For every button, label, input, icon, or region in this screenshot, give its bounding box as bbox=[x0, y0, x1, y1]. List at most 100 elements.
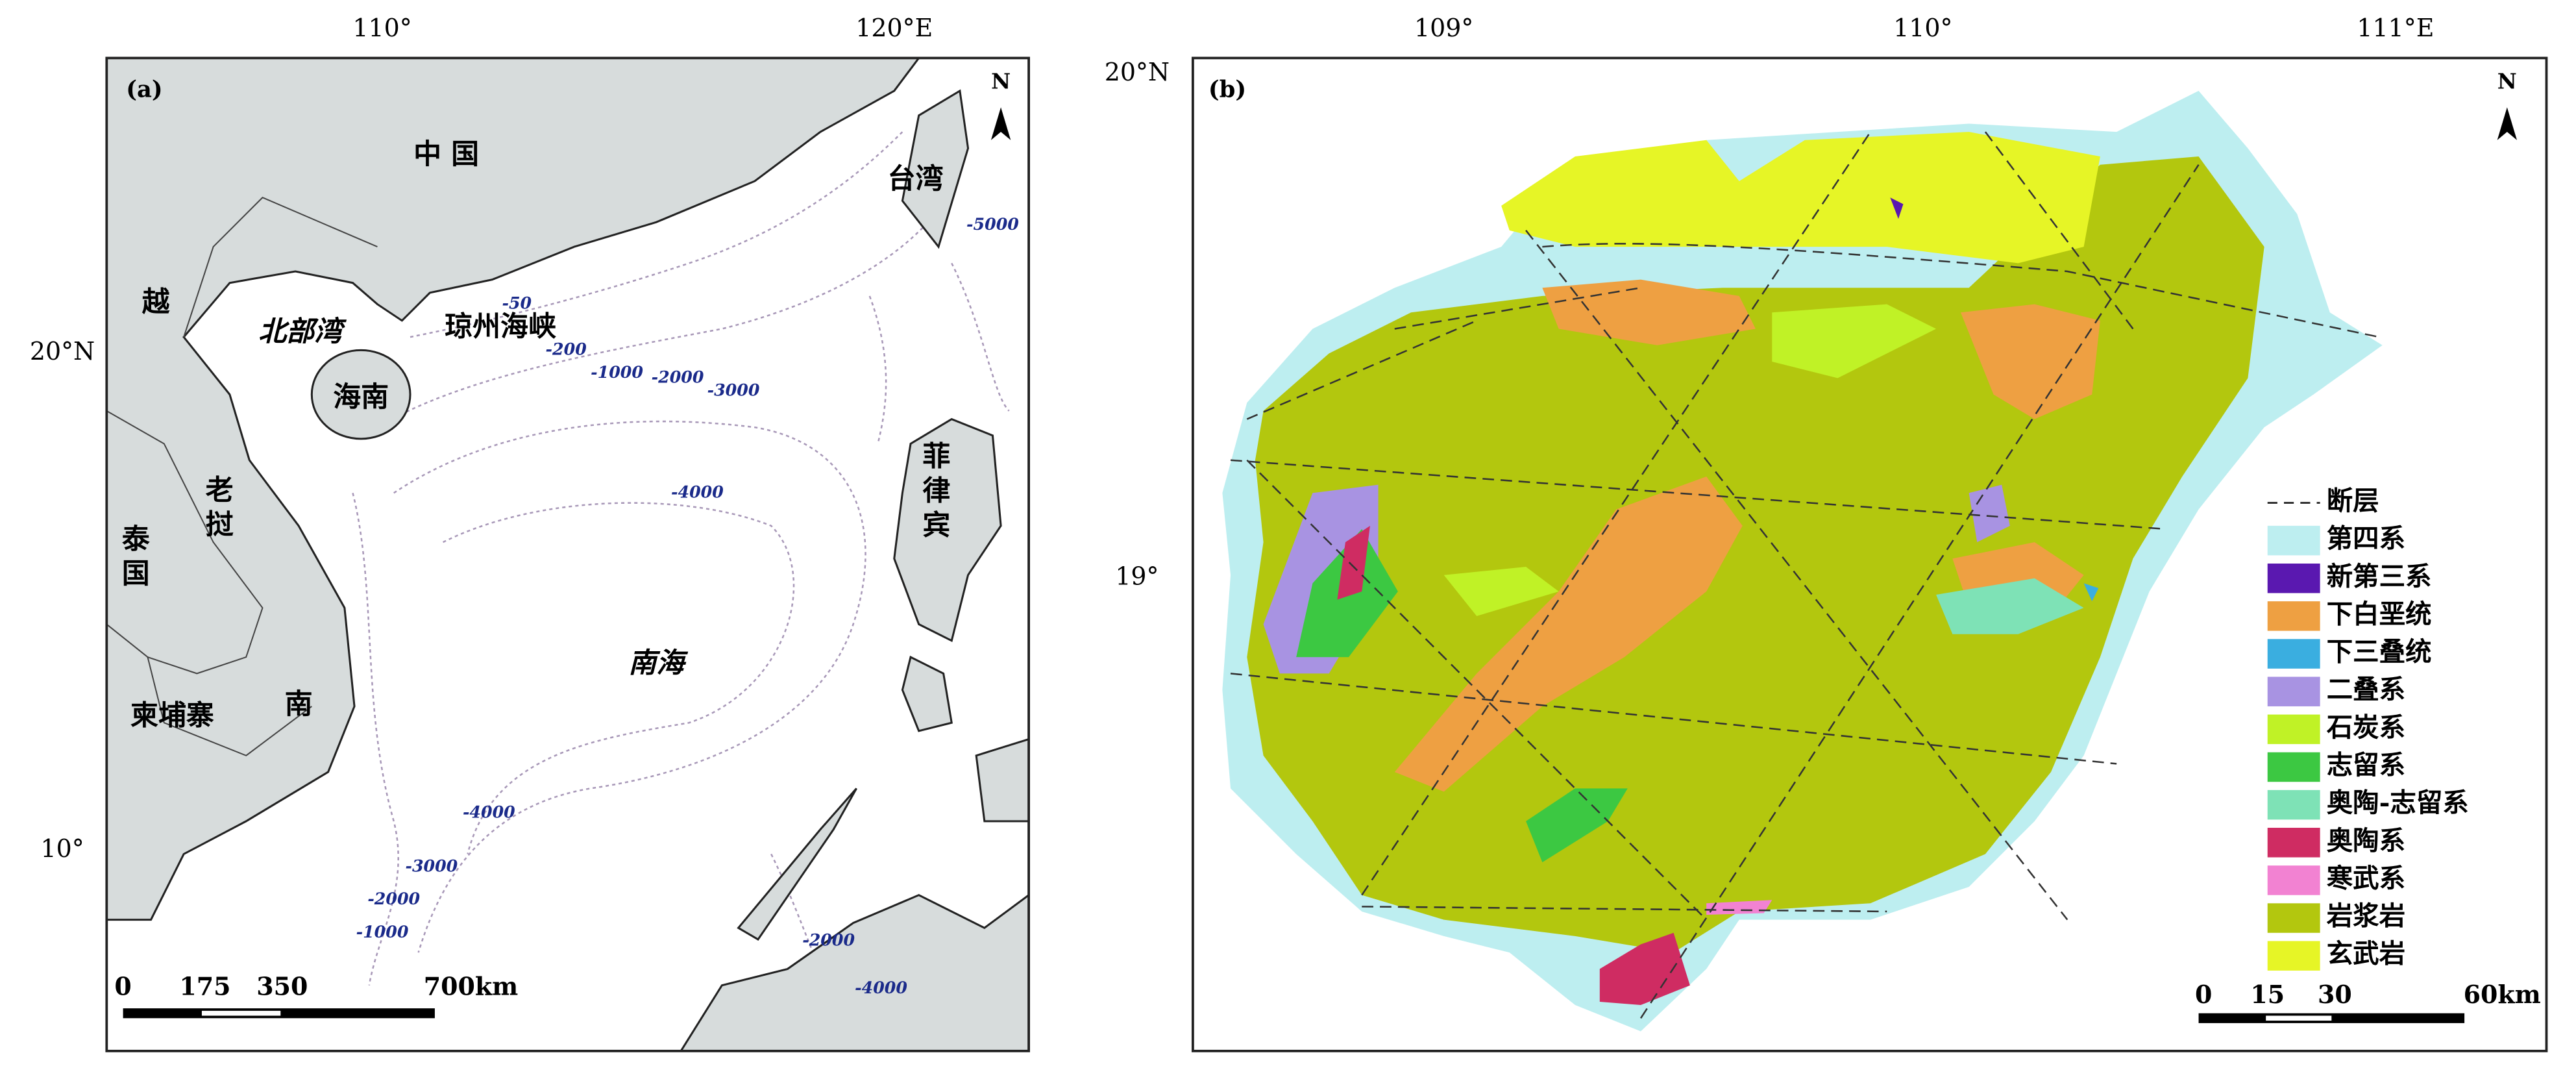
land bbox=[105, 56, 1030, 1052]
legend-swatch bbox=[2267, 941, 2320, 971]
depth-label: -2000 bbox=[802, 930, 855, 949]
place-name: 柬埔寨 bbox=[130, 700, 214, 732]
geology-unit bbox=[1443, 567, 1559, 616]
legend-swatch bbox=[2267, 677, 2320, 706]
geology-unit bbox=[2083, 583, 2099, 602]
panel-a-border bbox=[105, 56, 1030, 1052]
geology-unit bbox=[1337, 525, 1370, 600]
lon-tick-label: 111°E bbox=[2357, 14, 2434, 42]
legend-label: 新第三系 bbox=[2327, 560, 2432, 591]
scale-label: 350 bbox=[256, 971, 308, 1000]
legend-label: 志留系 bbox=[2327, 749, 2405, 780]
depth-label: -3000 bbox=[707, 380, 760, 400]
depth-contours bbox=[352, 131, 1010, 1036]
geology-unit bbox=[1960, 304, 2100, 419]
depth-label: -4000 bbox=[463, 802, 515, 821]
scale-label: 15 bbox=[2250, 980, 2285, 1009]
panel-a bbox=[105, 56, 1030, 1052]
lat-tick-label: 20°N bbox=[30, 337, 95, 366]
geology-unit bbox=[1394, 477, 1743, 792]
legend-label: 奥陶系 bbox=[2327, 825, 2405, 856]
legend-label: 第四系 bbox=[2327, 523, 2405, 554]
legend-swatch bbox=[2267, 525, 2320, 556]
place-name: 南 bbox=[285, 688, 313, 721]
legend-swatch bbox=[2267, 828, 2320, 858]
geology-unit bbox=[1599, 932, 1690, 1006]
geology-unit bbox=[1501, 132, 2100, 264]
geology-unit bbox=[1936, 578, 2084, 634]
place-name: 台湾 bbox=[888, 163, 944, 195]
depth-label: -1000 bbox=[591, 362, 643, 382]
scale-bar bbox=[2266, 1015, 2332, 1021]
lat-tick-label: 19° bbox=[1115, 562, 1159, 590]
legend-label: 石炭系 bbox=[2327, 712, 2405, 743]
geology-map bbox=[1222, 90, 2383, 1032]
lon-tick-label: 110° bbox=[352, 14, 411, 42]
legend-swatch bbox=[2267, 601, 2320, 631]
legend-label: 奥陶-志留系 bbox=[2327, 787, 2469, 818]
depth-label: -5000 bbox=[966, 214, 1019, 234]
label: (b) bbox=[1208, 76, 1246, 103]
fault-line bbox=[1230, 673, 2117, 765]
depth-label: -3000 bbox=[405, 856, 458, 876]
fault-line bbox=[1525, 230, 2068, 921]
fault-line bbox=[1984, 131, 2134, 330]
legend-swatch bbox=[2267, 639, 2320, 669]
scale-label: 0 bbox=[2195, 980, 2212, 1009]
depth-label: -2000 bbox=[652, 367, 704, 386]
legend-swatch bbox=[2267, 903, 2320, 933]
lon-tick-label: 109° bbox=[1414, 14, 1473, 42]
legend-label: 玄武岩 bbox=[2327, 938, 2405, 969]
north-arrow bbox=[990, 107, 1011, 140]
geology-unit bbox=[1772, 304, 1937, 379]
north-label: N bbox=[991, 68, 1011, 93]
scale-bar bbox=[201, 1010, 281, 1016]
scale-label: 30 bbox=[2318, 980, 2352, 1009]
fault-line bbox=[1246, 319, 1477, 420]
legend-label: 岩浆岩 bbox=[2327, 900, 2405, 932]
legend-swatch bbox=[2267, 789, 2320, 820]
legend-label: 二叠系 bbox=[2327, 674, 2405, 705]
fault-line bbox=[1394, 287, 1641, 330]
lat-tick-label: 20°N bbox=[1105, 58, 1170, 86]
north-arrow bbox=[2497, 107, 2517, 140]
legend-label: 寒武系 bbox=[2327, 862, 2405, 893]
legend-label: 断层 bbox=[2327, 485, 2379, 516]
legend-label: 下三叠统 bbox=[2327, 636, 2432, 667]
depth-label: -4000 bbox=[855, 978, 907, 997]
place-name: 中 国 bbox=[413, 138, 479, 171]
depth-label: -50 bbox=[502, 293, 532, 313]
place-name: 菲律宾 bbox=[918, 441, 950, 544]
label: (a) bbox=[126, 76, 162, 103]
fault-line bbox=[1542, 243, 2379, 338]
depth-label: -2000 bbox=[367, 889, 420, 908]
place-name: 琼州海峡 bbox=[445, 310, 556, 343]
geology-unit bbox=[1526, 788, 1628, 863]
geology-unit bbox=[1890, 197, 1904, 219]
place-name: 南海 bbox=[628, 647, 688, 680]
legend-swatch bbox=[2267, 564, 2320, 593]
depth-label: -4000 bbox=[671, 482, 724, 501]
scale-label: 0 bbox=[114, 971, 131, 1000]
fault-line bbox=[1639, 164, 2200, 1019]
fault-line bbox=[1230, 459, 2166, 530]
legend-label: 下白垩统 bbox=[2327, 598, 2432, 629]
depth-label: -200 bbox=[546, 339, 587, 358]
place-name: 老挝 bbox=[201, 475, 233, 543]
borders bbox=[106, 197, 378, 756]
panel-b bbox=[1191, 56, 2548, 1052]
legend-swatch bbox=[2267, 865, 2320, 895]
lon-tick-label: 120°E bbox=[855, 14, 933, 42]
scale-label: 175 bbox=[179, 971, 230, 1000]
lon-tick-label: 110° bbox=[1893, 14, 1952, 42]
fault-line bbox=[1361, 131, 1872, 896]
north-label: N bbox=[2497, 68, 2517, 93]
place-name: 越 bbox=[142, 286, 170, 319]
depth-label: -1000 bbox=[356, 922, 409, 941]
scale-label: 60km bbox=[2464, 980, 2541, 1009]
legend-swatch bbox=[2267, 752, 2320, 782]
lat-tick-label: 10° bbox=[40, 834, 84, 863]
legend-swatch bbox=[2267, 714, 2320, 745]
fault-line bbox=[1362, 906, 1887, 913]
